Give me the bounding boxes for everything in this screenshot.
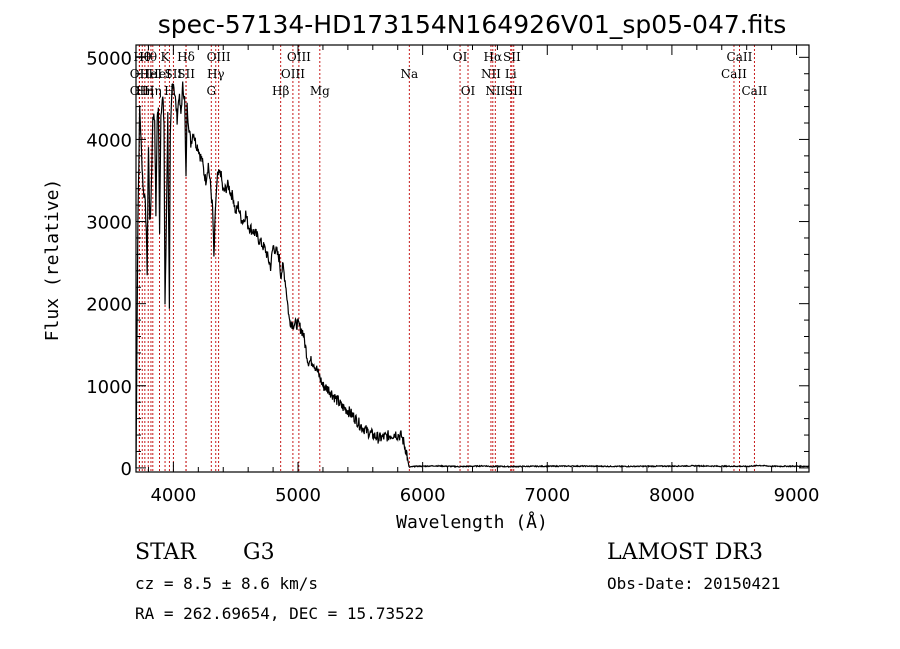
y-tick-label: 5000 bbox=[86, 48, 132, 69]
chart-title: spec-57134-HD173154N164926V01_sp05-047.f… bbox=[158, 10, 787, 39]
spectral-line-label: Li bbox=[505, 67, 517, 81]
spectral-line-label: OII bbox=[130, 84, 150, 98]
spectral-line-label: Mg bbox=[310, 84, 330, 98]
x-tick-label: 8000 bbox=[649, 485, 695, 506]
spectral-line-label: CaII bbox=[741, 84, 767, 98]
spectral-line-label: NII bbox=[481, 67, 501, 81]
spectral-line-label: G bbox=[206, 84, 216, 98]
spectral-line-labels: OIIOIIHθHηHθHeIHηHeIKHSIIHδSIIGHγOIIIHβO… bbox=[130, 50, 768, 98]
spectral-line-label: CaII bbox=[727, 50, 753, 64]
redshift-velocity: cz = 8.5 ± 8.6 km/s bbox=[135, 574, 319, 593]
spectral-line-label: Na bbox=[400, 67, 418, 81]
spectral-line-label: OIII bbox=[281, 67, 305, 81]
y-tick-label: 0 bbox=[121, 459, 132, 480]
spectral-line-label: Hδ bbox=[177, 50, 195, 64]
y-tick-label: 1000 bbox=[86, 377, 132, 398]
spectral-line-label: OI bbox=[461, 84, 476, 98]
spectral-line-label: Hβ bbox=[272, 84, 289, 98]
spectral-line-label: SII bbox=[177, 67, 195, 81]
spectral-line-label: K bbox=[161, 50, 171, 64]
coordinates: RA = 262.69654, DEC = 15.73522 bbox=[135, 604, 424, 623]
spectral-line-label: Hα bbox=[484, 50, 503, 64]
spectral-line-markers bbox=[138, 45, 755, 472]
survey-name: LAMOST DR3 bbox=[607, 540, 763, 565]
x-tick-label: 4000 bbox=[150, 485, 196, 506]
spectral-line-label: OIII bbox=[207, 50, 231, 64]
y-axis-ticks: 0 1000 2000 3000 4000 5000 bbox=[86, 48, 809, 480]
x-tick-label: 5000 bbox=[275, 485, 321, 506]
spectral-line-label: SII bbox=[503, 50, 521, 64]
spectral-line-label: OIII bbox=[287, 50, 311, 64]
spectral-line-label: HeI bbox=[148, 67, 171, 81]
spectral-line-label: Hη bbox=[136, 84, 154, 98]
x-axis-ticks: 4000 5000 6000 7000 8000 9000 bbox=[147, 45, 820, 506]
spectral-line-label: NII bbox=[485, 84, 505, 98]
spectral-line-label: HeI bbox=[140, 67, 163, 81]
plot-frame bbox=[135, 44, 810, 473]
y-tick-label: 4000 bbox=[86, 130, 132, 151]
y-axis-label: Flux (relative) bbox=[42, 179, 63, 342]
x-tick-label: 9000 bbox=[774, 485, 820, 506]
spectrum-series-line bbox=[135, 81, 810, 469]
y-tick-label: 3000 bbox=[86, 213, 132, 234]
y-tick-label: 2000 bbox=[86, 295, 132, 316]
observation-date: Obs-Date: 20150421 bbox=[607, 574, 781, 593]
x-tick-label: 7000 bbox=[524, 485, 570, 506]
spectral-line-label: Hθ bbox=[139, 50, 157, 64]
spectral-subclass: G3 bbox=[243, 540, 275, 565]
object-type: STAR bbox=[135, 540, 196, 565]
x-axis-label: Wavelength (Å) bbox=[396, 511, 548, 533]
spectral-line-label: SII bbox=[165, 67, 183, 81]
spectral-line-label: H bbox=[164, 84, 174, 98]
spectral-line-label: Hη bbox=[144, 84, 162, 98]
spectral-line-label: Hγ bbox=[207, 67, 225, 81]
spectral-line-label: CaII bbox=[721, 67, 747, 81]
spectral-line-label: OI bbox=[453, 50, 468, 64]
x-tick-label: 6000 bbox=[400, 485, 446, 506]
spectral-line-label: SII bbox=[505, 84, 523, 98]
